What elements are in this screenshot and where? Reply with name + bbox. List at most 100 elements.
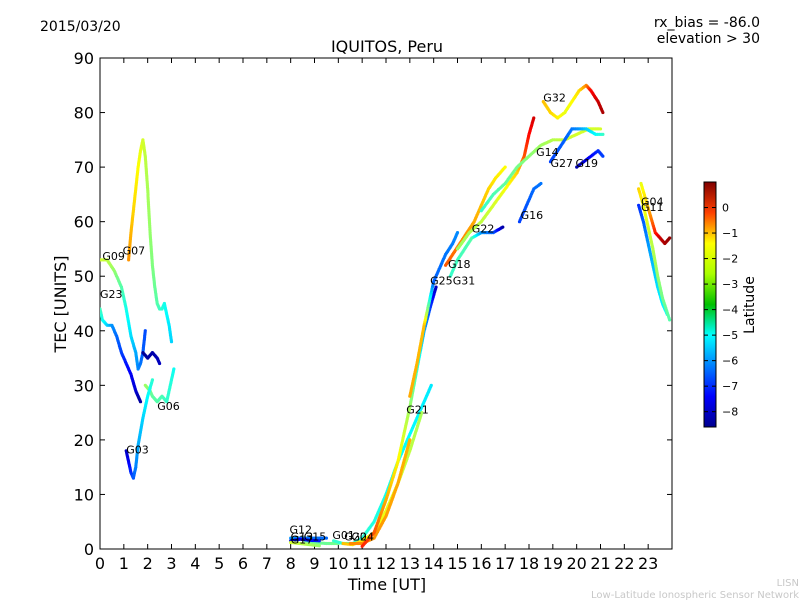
colorbar	[703, 181, 717, 428]
footer-org: LISN	[777, 578, 799, 589]
satellite-label-g18: G18	[448, 258, 471, 271]
x-tick-label: 9	[309, 554, 319, 573]
series-g27	[548, 127, 605, 164]
chart-title: IQUITOS, Peru	[331, 37, 443, 56]
satellite-label-g23: G23	[100, 288, 123, 301]
y-axis-label: TEC [UNITS]	[51, 256, 70, 354]
x-tick-label: 14	[423, 554, 443, 573]
date-label: 2015/03/20	[40, 19, 121, 35]
x-tick-label: 18	[519, 554, 539, 573]
x-tick-label: 5	[214, 554, 224, 573]
satellite-label-g22: G22	[472, 223, 495, 236]
series-g09	[100, 258, 147, 371]
plot-area	[99, 57, 673, 550]
satellite-label-g31: G31	[453, 274, 476, 287]
series-g07	[127, 138, 174, 344]
colorbar-tick-label: −6	[722, 355, 738, 368]
x-tick-label: 19	[543, 554, 563, 573]
satellite-label-g09: G09	[102, 250, 125, 263]
tec-point	[601, 132, 605, 136]
series-g03	[124, 378, 155, 480]
colorbar-tick-label: −3	[722, 278, 738, 291]
tec-point	[429, 383, 433, 387]
x-tick-label: 0	[95, 554, 105, 573]
x-tick-label: 23	[638, 554, 658, 573]
tec-point	[532, 116, 536, 120]
colorbar-tick-label: −1	[722, 227, 738, 240]
y-tick-label: 90	[74, 49, 94, 68]
satellite-label-g21: G21	[406, 404, 429, 417]
x-tick-label: 20	[566, 554, 586, 573]
series-g08	[637, 187, 672, 322]
tec-point	[157, 361, 162, 366]
satellite-label-g01: G01	[332, 529, 355, 542]
tec-point	[420, 411, 424, 415]
colorbar-tick-label: −4	[722, 304, 738, 317]
series-g16	[517, 181, 543, 224]
tec-point	[434, 285, 438, 289]
y-tick-label: 80	[74, 104, 94, 123]
colorbar-tick-label: −2	[722, 253, 738, 266]
x-tick-label: 1	[119, 554, 129, 573]
x-tick-label: 17	[495, 554, 515, 573]
x-tick-label: 3	[166, 554, 176, 573]
colorbar-label: Latitude	[742, 276, 758, 334]
tec-point	[317, 539, 321, 543]
tec-point	[539, 181, 543, 186]
tec-point	[150, 378, 155, 382]
tec-point	[172, 367, 176, 371]
series-g25	[408, 230, 460, 398]
x-tick-label: 11	[352, 554, 372, 573]
tec-point	[324, 536, 329, 540]
satellite-label-g07: G07	[123, 244, 146, 257]
x-tick-label: 15	[447, 554, 467, 573]
satellite-label-g32: G32	[543, 92, 566, 105]
satellite-label-g27: G27	[550, 157, 573, 170]
elevation-label: elevation > 30	[657, 31, 760, 47]
tec-point	[138, 400, 143, 404]
y-tick-label: 10	[74, 485, 94, 504]
y-tick-label: 0	[84, 540, 94, 559]
tec-point	[601, 154, 605, 158]
y-tick-label: 20	[74, 431, 94, 450]
x-tick-label: 8	[286, 554, 296, 573]
rx-bias-label: rx_bias = -86.0	[654, 15, 760, 31]
satellite-label-g25: G25	[430, 274, 453, 287]
satellite-label-g15: G15	[304, 530, 327, 543]
x-tick-label: 21	[590, 554, 610, 573]
satellite-label-g19: G19	[575, 157, 598, 170]
satellite-label-g03: G03	[126, 444, 149, 457]
satellite-label-g16: G16	[521, 209, 544, 222]
x-tick-label: 13	[400, 554, 420, 573]
tec-point	[598, 127, 603, 131]
x-tick-label: 6	[238, 554, 248, 573]
x-tick-label: 10	[328, 554, 348, 573]
series-g23	[100, 307, 143, 404]
series-g17	[289, 540, 321, 548]
colorbar-ticks: 0 −1 −2 −3 −4 −5 −6 −7 −8	[704, 202, 738, 419]
footer-network: Low-Latitude Ionospheric Sensor Network	[591, 590, 799, 600]
tec-point	[408, 438, 412, 442]
tec-point	[668, 236, 672, 240]
satellite-label-g17: G17	[291, 534, 314, 547]
tec-point	[143, 329, 147, 333]
axis-ticks: 0 1 2 3 4 5 6 7 8 9 10 11 12 13 14 15 16 17 18 19 20 21 22 2301…	[74, 49, 672, 573]
x-tick-label: 7	[262, 554, 272, 573]
y-tick-label: 50	[74, 267, 94, 286]
y-tick-label: 40	[74, 322, 94, 341]
satellite-label-g11: G11	[641, 201, 664, 214]
x-tick-label: 2	[143, 554, 153, 573]
satellite-label-g12: G12	[289, 524, 312, 537]
satellite-label-g13: G13	[291, 530, 314, 543]
tec-point	[455, 230, 460, 235]
series-g04	[639, 181, 672, 246]
series-g19	[575, 149, 605, 169]
tec-point	[601, 110, 605, 115]
series-g31	[448, 225, 505, 278]
x-tick-label: 12	[376, 554, 396, 573]
x-tick-label: 16	[471, 554, 491, 573]
tec-point	[501, 225, 505, 229]
satellite-label-g06: G06	[157, 400, 180, 413]
series-g24	[348, 438, 412, 546]
